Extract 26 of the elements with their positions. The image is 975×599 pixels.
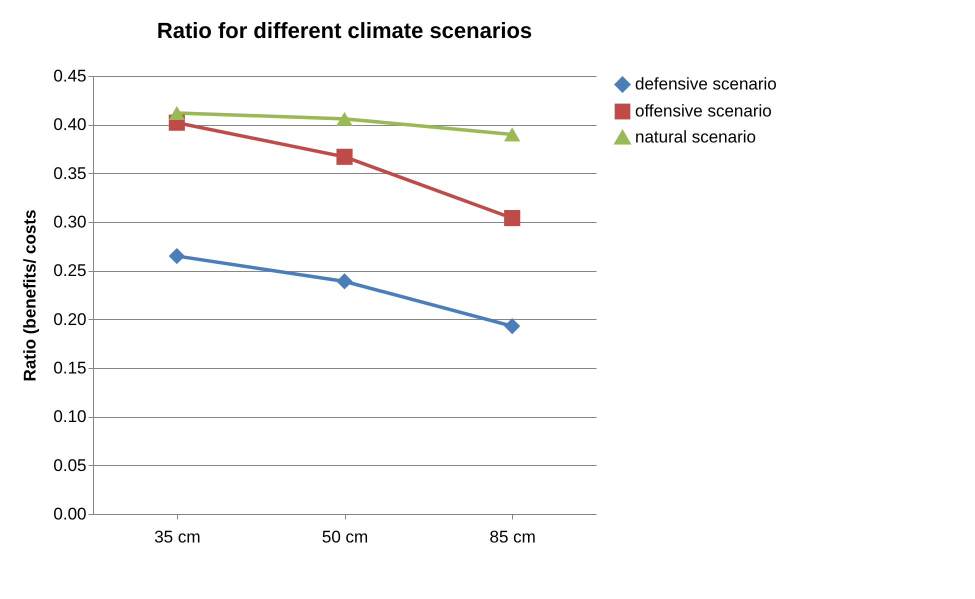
y-tick-label: 0.45 [53, 66, 86, 86]
y-tick-label: 0.00 [53, 504, 86, 524]
y-tick-label: 0.40 [53, 115, 86, 134]
point [504, 318, 520, 334]
y-tick-label: 0.25 [53, 261, 86, 280]
legend-label: natural scenario [635, 128, 756, 146]
point [168, 106, 185, 120]
point [336, 112, 353, 126]
x-tick-label: 50 cm [322, 528, 368, 546]
point [168, 248, 185, 264]
point [336, 273, 353, 290]
y-tick-label: 0.20 [53, 310, 86, 329]
y-tick-label: 0.10 [53, 407, 86, 426]
chart-title: Ratio for different climate scenarios [156, 18, 532, 43]
point [504, 127, 520, 142]
legend-label: defensive scenario [635, 74, 777, 94]
y-tick-label: 0.35 [53, 164, 86, 183]
y-tick-label: 0.30 [53, 212, 86, 232]
x-tick-label: 85 cm [490, 528, 536, 546]
point [336, 148, 353, 165]
legend-label: offensive scenario [635, 102, 772, 120]
y-tick-label: 0.05 [53, 456, 86, 475]
y-tick-label: 0.15 [53, 358, 86, 378]
y-axis-title: Ratio (benefits/ costs [20, 210, 40, 382]
point [504, 210, 520, 226]
x-tick-label: 35 cm [154, 528, 200, 546]
